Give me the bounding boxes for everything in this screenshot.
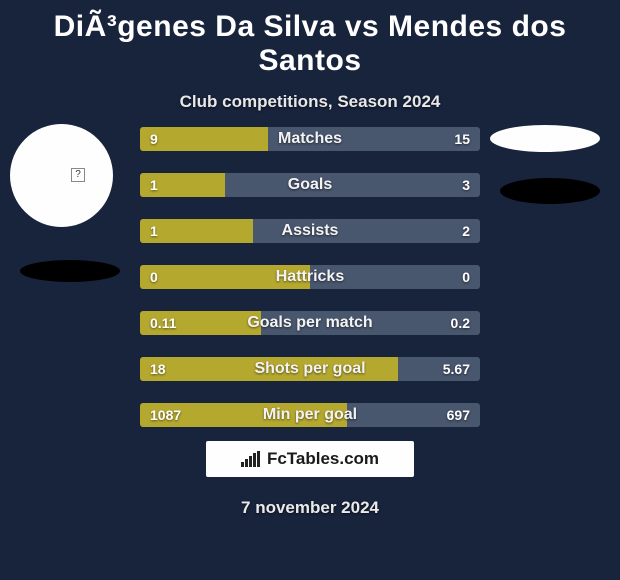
- broken-image-icon: ?: [71, 168, 85, 182]
- stat-row: 915Matches: [140, 127, 480, 151]
- stat-value-a: 1087: [140, 403, 191, 427]
- chart-icon: [241, 451, 261, 467]
- page-subtitle: Club competitions, Season 2024: [0, 92, 620, 112]
- stat-value-a: 0: [140, 265, 168, 289]
- stat-value-b: 697: [437, 403, 480, 427]
- stat-value-a: 0.11: [140, 311, 186, 335]
- footer-date: 7 november 2024: [0, 498, 620, 518]
- stat-value-b: 0.2: [441, 311, 480, 335]
- comparison-bars: 915Matches13Goals12Assists00Hattricks0.1…: [140, 127, 480, 449]
- stat-row: 1087697Min per goal: [140, 403, 480, 427]
- stat-row: 12Assists: [140, 219, 480, 243]
- stat-value-a: 1: [140, 219, 168, 243]
- stat-value-b: 0: [452, 265, 480, 289]
- stat-value-b: 5.67: [433, 357, 480, 381]
- stat-bar-player-b: [225, 173, 480, 197]
- stat-row: 00Hattricks: [140, 265, 480, 289]
- avatar-player-a: ?: [10, 124, 113, 227]
- stat-value-b: 2: [452, 219, 480, 243]
- brand-text: FcTables.com: [267, 449, 379, 469]
- stat-bar-player-a: [140, 357, 398, 381]
- stat-bar-player-b: [253, 219, 480, 243]
- stat-row: 185.67Shots per goal: [140, 357, 480, 381]
- avatar-player-b-top: [490, 125, 600, 152]
- stat-value-b: 3: [452, 173, 480, 197]
- stat-value-a: 9: [140, 127, 168, 151]
- brand-badge: FcTables.com: [206, 441, 414, 477]
- stat-row: 13Goals: [140, 173, 480, 197]
- stat-value-a: 1: [140, 173, 168, 197]
- avatar-player-a-shadow: [20, 260, 120, 282]
- page-title: DiÃ³genes Da Silva vs Mendes dos Santos: [0, 0, 620, 78]
- stat-row: 0.110.2Goals per match: [140, 311, 480, 335]
- stat-value-a: 18: [140, 357, 176, 381]
- stat-value-b: 15: [444, 127, 480, 151]
- avatar-player-b-shadow: [500, 178, 600, 204]
